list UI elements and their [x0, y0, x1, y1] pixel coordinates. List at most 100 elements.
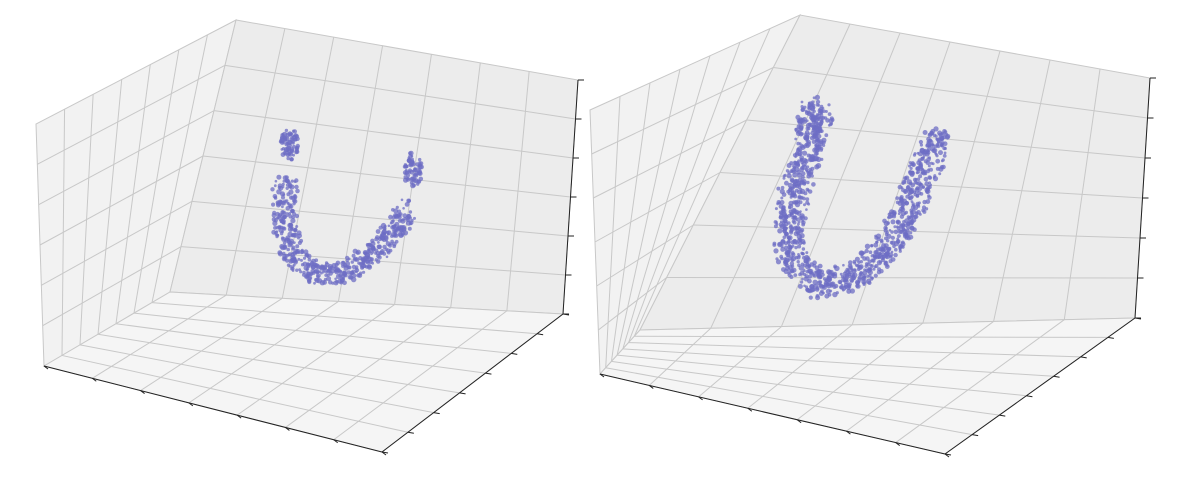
data-point [406, 157, 412, 164]
data-point [827, 293, 832, 297]
x-tick [188, 402, 194, 407]
data-point [812, 117, 817, 122]
data-point [375, 235, 380, 240]
data-point [783, 173, 787, 177]
data-point [273, 184, 277, 188]
data-point [842, 263, 845, 267]
data-point [388, 214, 393, 220]
data-point [292, 153, 295, 157]
data-point [382, 244, 387, 250]
data-point [412, 173, 416, 177]
data-point [309, 262, 314, 267]
data-point [925, 199, 931, 205]
data-point [817, 126, 823, 131]
data-point [862, 270, 868, 276]
data-point [775, 259, 782, 265]
data-point [862, 281, 866, 285]
x-tick [599, 373, 605, 378]
data-point [293, 232, 299, 238]
data-point [888, 212, 892, 215]
data-point [350, 271, 355, 275]
data-point [854, 256, 860, 262]
data-point [285, 199, 289, 203]
data-point [346, 265, 351, 270]
data-point [272, 194, 278, 199]
data-point [792, 220, 797, 225]
data-point [800, 171, 806, 177]
data-point [928, 139, 934, 145]
data-point [911, 217, 917, 223]
data-point [895, 196, 900, 201]
data-point [818, 291, 824, 296]
data-point [904, 212, 907, 215]
data-point [814, 270, 818, 274]
y-tick [511, 352, 518, 355]
data-point [320, 271, 323, 275]
data-point [289, 132, 294, 136]
data-point [805, 260, 810, 264]
data-point [777, 228, 783, 234]
data-point [295, 268, 299, 272]
data-point [814, 143, 818, 147]
data-point [811, 182, 816, 187]
data-point [419, 161, 424, 166]
data-point [293, 199, 297, 203]
data-point [286, 247, 291, 252]
data-point [814, 136, 820, 142]
data-point [932, 148, 938, 153]
data-point [822, 143, 826, 147]
data-point [798, 265, 804, 271]
data-point [791, 267, 797, 273]
data-point [791, 244, 795, 248]
data-point [812, 273, 817, 278]
data-point [915, 186, 920, 191]
data-point [884, 226, 888, 230]
data-point [884, 251, 890, 257]
data-point [286, 263, 291, 267]
data-point [393, 231, 397, 236]
data-point [806, 188, 810, 192]
y-axis-line [944, 317, 1136, 455]
data-point [879, 269, 884, 274]
data-point [399, 212, 403, 216]
x-axis-line [599, 373, 946, 455]
data-point [285, 258, 290, 263]
data-point [347, 274, 353, 280]
data-point [923, 176, 929, 182]
data-point [352, 273, 357, 278]
data-point [943, 146, 947, 151]
data-point [290, 267, 294, 271]
data-point [290, 135, 295, 140]
data-point [924, 181, 929, 186]
data-point [285, 153, 290, 157]
data-point [881, 254, 886, 259]
data-point [904, 223, 908, 228]
data-point [271, 213, 277, 218]
data-point [878, 260, 882, 264]
data-point [914, 177, 918, 181]
data-point [302, 270, 306, 275]
data-point [277, 225, 281, 229]
data-point [895, 239, 901, 244]
data-point [801, 277, 804, 281]
data-point [912, 153, 917, 157]
data-point [890, 257, 896, 262]
data-point [797, 253, 800, 256]
data-point [931, 162, 935, 166]
data-point [366, 242, 372, 249]
data-point [331, 263, 337, 268]
data-point [388, 243, 391, 247]
data-point [279, 231, 284, 236]
data-point [790, 186, 794, 191]
data-point [898, 247, 902, 251]
data-point [783, 226, 788, 231]
data-point [404, 202, 410, 207]
data-point [780, 256, 784, 261]
data-point [409, 163, 413, 167]
data-point [855, 283, 860, 288]
data-point [418, 157, 422, 162]
data-point [775, 221, 778, 224]
data-point [793, 273, 798, 277]
data-point [787, 171, 791, 175]
data-point [852, 259, 857, 264]
